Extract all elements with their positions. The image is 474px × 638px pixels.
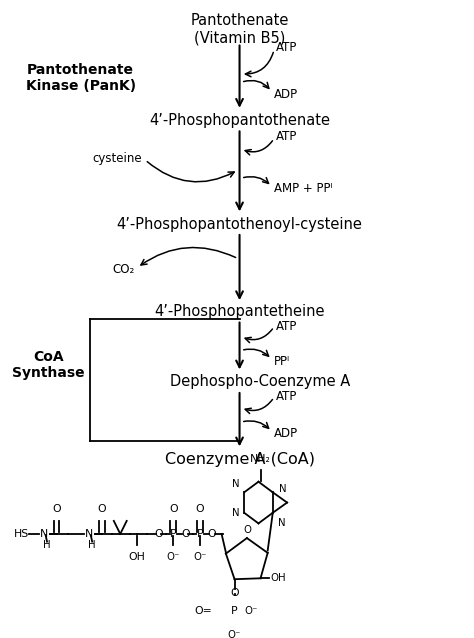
Text: AMP + PPᴵ: AMP + PPᴵ [274, 182, 333, 195]
Text: O⁻: O⁻ [193, 552, 207, 561]
Text: NH₂: NH₂ [250, 454, 271, 464]
Text: ATP: ATP [276, 41, 298, 54]
Text: N: N [40, 529, 48, 539]
Text: O: O [98, 505, 106, 514]
Text: N: N [279, 484, 287, 494]
Text: P: P [231, 605, 238, 616]
Text: H: H [88, 540, 96, 549]
Text: O⁻: O⁻ [245, 605, 258, 616]
Text: P: P [197, 529, 203, 539]
Text: O⁻: O⁻ [228, 630, 241, 638]
Text: ATP: ATP [276, 130, 298, 144]
Text: HS: HS [14, 529, 29, 539]
Text: O: O [230, 588, 239, 598]
Text: CoA
Synthase: CoA Synthase [12, 350, 85, 380]
Text: OH: OH [271, 574, 286, 583]
Text: O: O [154, 529, 163, 539]
Text: O: O [196, 505, 204, 514]
Text: OH: OH [129, 552, 146, 561]
Text: ATP: ATP [276, 390, 298, 403]
Text: Coenzyme A (CoA): Coenzyme A (CoA) [164, 452, 315, 468]
Text: ADP: ADP [274, 427, 298, 440]
Text: PPᴵ: PPᴵ [274, 355, 290, 367]
Text: ADP: ADP [274, 87, 298, 101]
Text: H: H [43, 540, 51, 549]
Text: Pantothenate
Kinase (PanK): Pantothenate Kinase (PanK) [26, 63, 136, 93]
Text: O⁻: O⁻ [166, 552, 180, 561]
Text: N: N [85, 529, 93, 539]
Text: N: N [278, 517, 286, 528]
Text: O: O [169, 505, 178, 514]
Text: N: N [232, 508, 240, 518]
Text: 4’-Phosphopantetheine: 4’-Phosphopantetheine [155, 304, 325, 320]
Text: cysteine: cysteine [92, 152, 142, 165]
Text: Pantothenate
(Vitamin B5): Pantothenate (Vitamin B5) [191, 13, 289, 45]
Text: O=: O= [195, 605, 212, 616]
Text: P: P [170, 529, 176, 539]
Text: 4’-Phosphopantothenate: 4’-Phosphopantothenate [149, 114, 330, 128]
Text: O: O [53, 505, 61, 514]
Text: CO₂: CO₂ [112, 263, 135, 276]
Text: Dephospho-Coenzyme A: Dephospho-Coenzyme A [170, 375, 350, 389]
Text: O: O [181, 529, 190, 539]
Text: ATP: ATP [276, 320, 298, 332]
Text: O: O [243, 525, 251, 535]
Text: 4’-Phosphopantothenoyl-cysteine: 4’-Phosphopantothenoyl-cysteine [117, 217, 363, 232]
Text: N: N [232, 479, 240, 489]
Text: O: O [208, 529, 216, 539]
